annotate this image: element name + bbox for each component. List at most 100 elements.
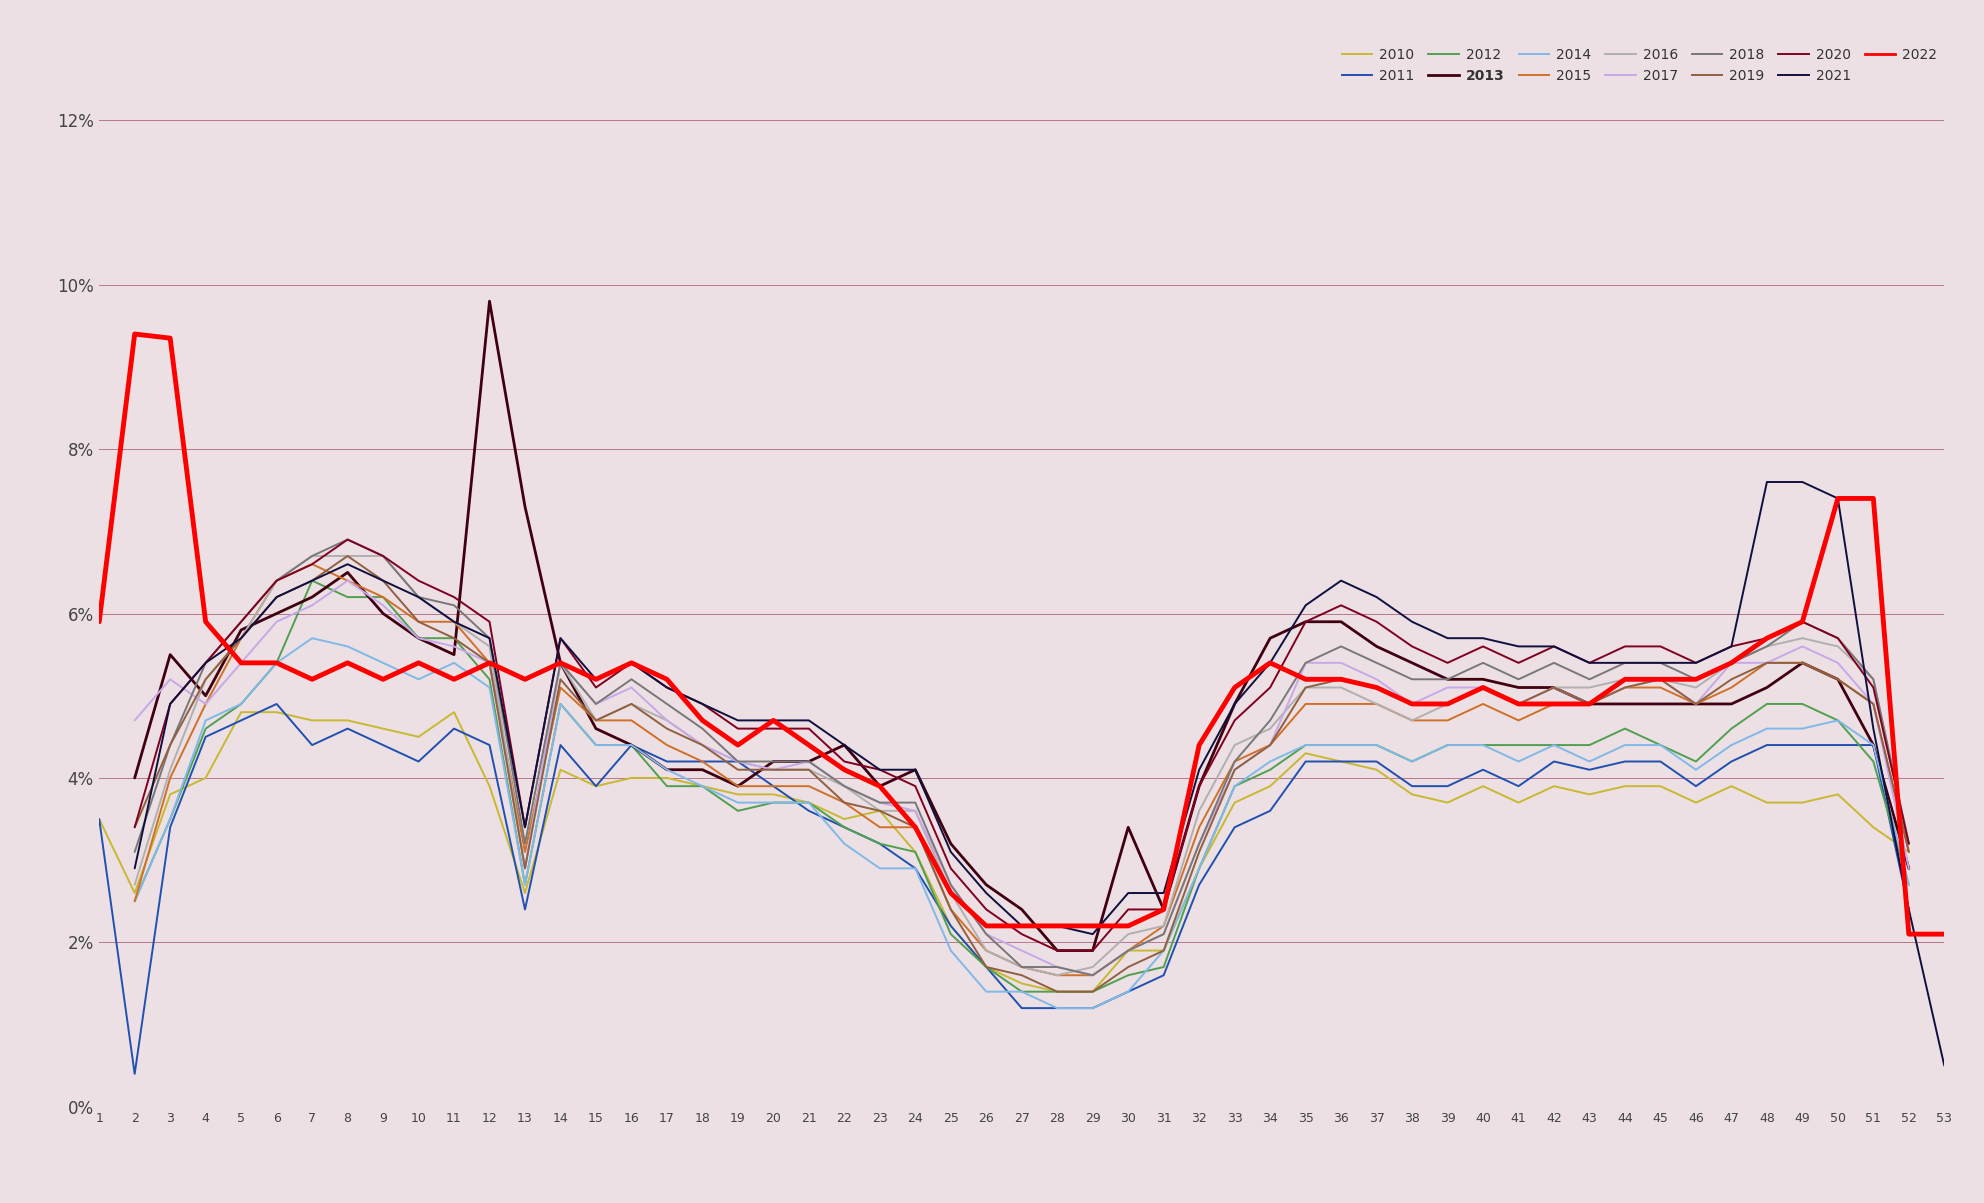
2016 (300, 549, 323, 563)
2020 (548, 630, 573, 645)
2017 (1470, 681, 1496, 695)
2015 (548, 681, 573, 695)
2014 (1897, 878, 1921, 893)
2021 (123, 861, 147, 876)
2021 (974, 885, 998, 900)
2022 (1932, 926, 1956, 941)
2017 (726, 754, 750, 769)
2012 (300, 574, 323, 588)
2017 (1365, 672, 1389, 687)
2015 (1470, 697, 1496, 711)
2016 (1861, 672, 1885, 687)
2019 (726, 763, 750, 777)
2010 (1046, 984, 1069, 998)
2015 (300, 557, 323, 571)
2014 (1861, 737, 1885, 752)
2012 (548, 697, 573, 711)
2020 (1470, 639, 1496, 653)
2014 (300, 630, 323, 645)
2011 (1010, 1001, 1034, 1015)
2019 (1861, 697, 1885, 711)
2011 (300, 737, 323, 752)
2010 (1897, 845, 1921, 859)
Line: 2020: 2020 (135, 539, 1909, 950)
2015 (690, 754, 714, 769)
2012 (1861, 754, 1885, 769)
2016 (1470, 681, 1496, 695)
2010 (264, 705, 288, 719)
Line: 2022: 2022 (99, 334, 1944, 934)
2018 (1861, 672, 1885, 687)
2020 (1861, 681, 1885, 695)
Line: 2012: 2012 (135, 581, 1909, 991)
2013 (690, 763, 714, 777)
2014 (726, 795, 750, 810)
2012 (1897, 878, 1921, 893)
2019 (1470, 681, 1496, 695)
2012 (690, 780, 714, 794)
2018 (123, 845, 147, 859)
2020 (335, 532, 359, 546)
2017 (335, 574, 359, 588)
2013 (1365, 639, 1389, 653)
2022 (1294, 672, 1317, 687)
2011 (1258, 804, 1282, 818)
2018 (1365, 656, 1389, 670)
2019 (335, 549, 359, 563)
2016 (1897, 836, 1921, 851)
2012 (1010, 984, 1034, 998)
2010 (1258, 780, 1282, 794)
2022 (619, 656, 643, 670)
2010 (230, 705, 254, 719)
2014 (1046, 1001, 1069, 1015)
Line: 2017: 2017 (135, 581, 1909, 976)
2021 (264, 589, 288, 604)
2022 (1542, 697, 1565, 711)
2020 (1897, 836, 1921, 851)
2011 (1329, 754, 1353, 769)
2016 (690, 737, 714, 752)
Line: 2010: 2010 (99, 712, 1909, 991)
2019 (548, 672, 573, 687)
2013 (123, 771, 147, 786)
Line: 2011: 2011 (99, 704, 1909, 1074)
2011 (264, 697, 288, 711)
2013 (1046, 943, 1069, 958)
2019 (123, 820, 147, 835)
2013 (726, 780, 750, 794)
2017 (1081, 968, 1105, 983)
2012 (1470, 737, 1496, 752)
2019 (1046, 984, 1069, 998)
2019 (1897, 845, 1921, 859)
2012 (123, 894, 147, 908)
2020 (690, 697, 714, 711)
2011 (123, 1067, 147, 1081)
2016 (1365, 697, 1389, 711)
2014 (1470, 737, 1496, 752)
2015 (726, 780, 750, 794)
2014 (1365, 737, 1389, 752)
2018 (1470, 656, 1496, 670)
2015 (1365, 697, 1389, 711)
2013 (1470, 672, 1496, 687)
2018 (726, 754, 750, 769)
2013 (1861, 737, 1885, 752)
2018 (690, 722, 714, 736)
2013 (478, 294, 502, 308)
2021 (1294, 598, 1317, 612)
2015 (1897, 845, 1921, 859)
2021 (1222, 697, 1246, 711)
2021 (1825, 491, 1849, 505)
Legend: 2010, 2011, 2012, 2013, 2014, 2015, 2016, 2017, 2018, 2019, 2020, 2021, 2022: 2010, 2011, 2012, 2013, 2014, 2015, 2016… (1341, 48, 1936, 83)
2013 (1897, 861, 1921, 876)
Line: 2021: 2021 (135, 482, 1944, 1066)
2014 (123, 894, 147, 908)
2016 (1046, 968, 1069, 983)
2012 (726, 804, 750, 818)
Line: 2015: 2015 (135, 564, 1909, 976)
2015 (1046, 968, 1069, 983)
2021 (762, 713, 786, 728)
2016 (123, 878, 147, 893)
Line: 2016: 2016 (135, 556, 1909, 976)
2022 (1897, 926, 1921, 941)
